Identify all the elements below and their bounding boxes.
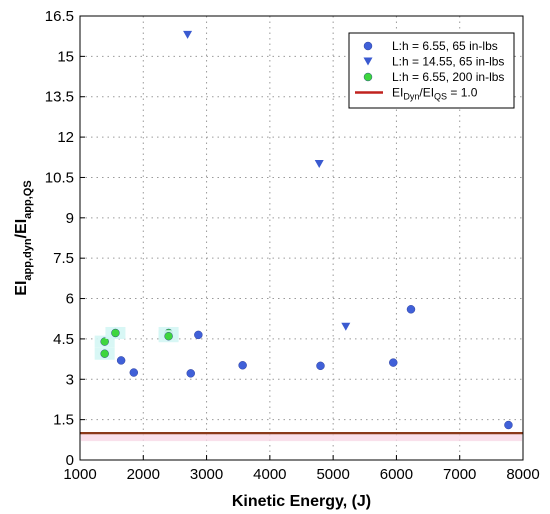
y-axis-ticks: 0 1.5 3 4.5 6 7.5 9 10.5 12 13.5 15 16.5 bbox=[45, 8, 85, 469]
data-point-series-1 bbox=[504, 420, 513, 430]
data-point-series-1 bbox=[129, 368, 138, 377]
legend-label-series-3: L:h = 6.55, 200 in-lbs bbox=[392, 70, 504, 84]
y-tick-label: 15 bbox=[57, 48, 74, 65]
data-point-series-2 bbox=[314, 160, 324, 168]
y-tick-label: 1.5 bbox=[53, 412, 74, 429]
data-point-series-1 bbox=[116, 356, 126, 365]
data-point-series-1 bbox=[194, 330, 203, 340]
data-point-series-2 bbox=[341, 322, 351, 331]
data-point-series-1 bbox=[389, 358, 398, 367]
legend-ref-a-sub: Dyn bbox=[403, 92, 419, 102]
data-point-series-3 bbox=[111, 328, 120, 338]
legend: L:h = 6.55, 65 in-lbs L:h = 14.55, 65 in-… bbox=[348, 32, 515, 109]
data-point-series-1 bbox=[186, 369, 195, 378]
x-tick-label: 3000 bbox=[190, 466, 223, 483]
y-axis-title-sep: /EI bbox=[13, 219, 30, 239]
x-axis-title: Kinetic Energy, (J) bbox=[232, 493, 371, 510]
y-tick-label: 0 bbox=[66, 452, 74, 469]
legend-ref-a: EI bbox=[392, 86, 403, 100]
x-tick-label: 2000 bbox=[127, 466, 160, 483]
y-axis-title-main: EI bbox=[13, 281, 30, 296]
y-axis-title-sub: app,dyn bbox=[22, 238, 34, 280]
data-point-series-2 bbox=[183, 30, 193, 39]
y-tick-label: 3 bbox=[66, 371, 74, 388]
y-tick-label: 7.5 bbox=[53, 250, 74, 267]
data-point-series-1 bbox=[238, 361, 247, 370]
x-tick-label: 8000 bbox=[506, 466, 539, 483]
y-tick-label: 12 bbox=[57, 129, 74, 146]
x-tick-label: 5000 bbox=[316, 466, 349, 483]
legend-label-series-1: L:h = 6.55, 65 in-lbs bbox=[392, 39, 498, 53]
legend-ref-rest: = 1.0 bbox=[447, 86, 478, 100]
legend-marker-series-3 bbox=[363, 72, 373, 82]
data-points bbox=[94, 30, 513, 430]
data-point-series-3 bbox=[164, 332, 173, 341]
plot-frame bbox=[79, 15, 524, 461]
x-axis-ticks: 1000 2000 3000 4000 5000 6000 7000 8000 bbox=[63, 455, 540, 483]
y-tick-label: 6 bbox=[66, 291, 74, 308]
y-tick-label: 10.5 bbox=[45, 169, 74, 186]
data-point-series-1 bbox=[316, 361, 325, 371]
y-axis-title-sub2: app,QS bbox=[22, 180, 34, 219]
legend-ref-b: /EI bbox=[419, 86, 434, 100]
legend-ref-b-sub: QS bbox=[434, 92, 447, 102]
y-axis-title: EIapp,dyn/EIapp,QS bbox=[13, 180, 34, 295]
reference-line-group bbox=[80, 431, 523, 442]
x-tick-label: 4000 bbox=[253, 466, 286, 483]
legend-label-series-2: L:h = 14.55, 65 in-lbs bbox=[392, 55, 504, 69]
y-tick-label: 9 bbox=[66, 210, 74, 227]
x-tick-label: 6000 bbox=[380, 466, 413, 483]
legend-marker-series-1 bbox=[363, 41, 373, 51]
legend-label-reference: EIDyn/EIQS = 1.0 bbox=[392, 86, 478, 102]
y-tick-label: 16.5 bbox=[45, 8, 74, 25]
data-point-series-3 bbox=[100, 349, 109, 358]
reference-band bbox=[81, 432, 522, 442]
x-tick-label: 1000 bbox=[63, 466, 96, 483]
data-point-series-1 bbox=[406, 305, 416, 314]
legend-marker-series-2 bbox=[363, 57, 373, 66]
legend-box bbox=[348, 32, 515, 109]
data-point-series-3 bbox=[100, 337, 109, 346]
y-tick-label: 4.5 bbox=[53, 331, 74, 348]
y-tick-label: 13.5 bbox=[45, 89, 74, 106]
x-tick-label: 7000 bbox=[443, 466, 476, 483]
